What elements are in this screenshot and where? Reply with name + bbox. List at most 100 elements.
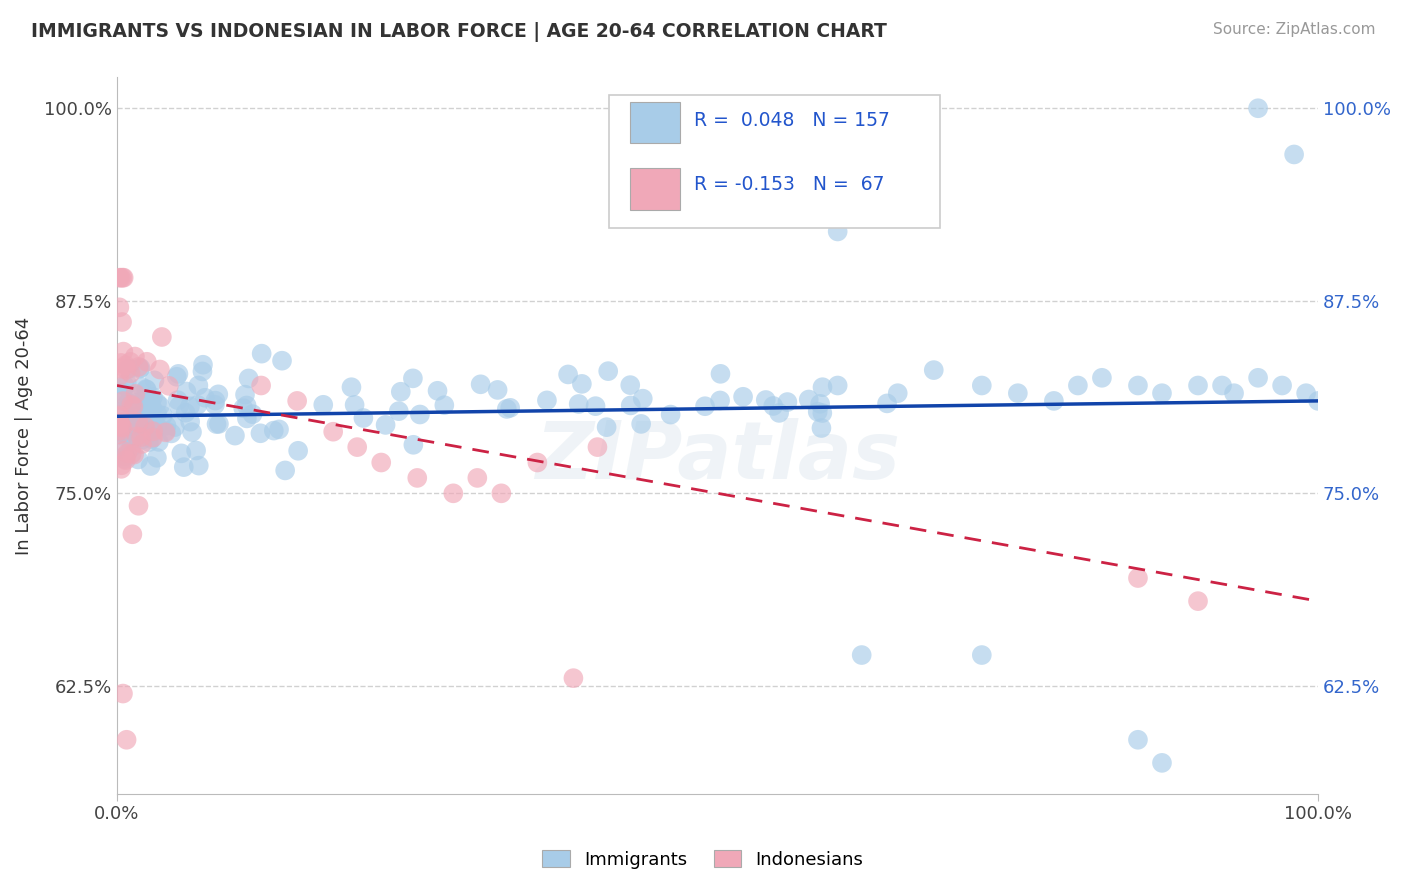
- Point: [122, 400, 145, 414]
- Point: [808, 397, 831, 411]
- Point: [811, 406, 834, 420]
- Point: [370, 456, 392, 470]
- Point: [124, 350, 146, 364]
- Point: [155, 425, 177, 440]
- Text: R =  0.048   N = 157: R = 0.048 N = 157: [693, 111, 890, 130]
- Point: [1043, 393, 1066, 408]
- Point: [194, 391, 217, 405]
- Point: [160, 426, 183, 441]
- Text: Source: ZipAtlas.com: Source: ZipAtlas.com: [1212, 22, 1375, 37]
- Point: [142, 390, 165, 404]
- Point: [111, 687, 134, 701]
- Point: [433, 398, 456, 412]
- Point: [146, 407, 169, 421]
- Point: [271, 353, 294, 368]
- Point: [389, 384, 412, 399]
- Point: [1126, 732, 1149, 747]
- Point: [922, 363, 945, 377]
- Point: [125, 388, 148, 402]
- Point: [1150, 756, 1173, 770]
- Point: [121, 447, 143, 461]
- Point: [191, 364, 214, 378]
- Point: [111, 385, 134, 400]
- Point: [224, 428, 246, 442]
- Point: [1126, 378, 1149, 392]
- Point: [441, 486, 464, 500]
- Y-axis label: In Labor Force | Age 20-64: In Labor Force | Age 20-64: [15, 317, 32, 555]
- Point: [179, 415, 201, 429]
- Point: [108, 416, 131, 430]
- Point: [709, 367, 731, 381]
- Point: [139, 392, 162, 406]
- Point: [146, 450, 169, 465]
- Point: [139, 405, 162, 419]
- Point: [141, 432, 163, 446]
- Point: [117, 396, 139, 410]
- Point: [876, 396, 898, 410]
- Point: [108, 409, 131, 423]
- Point: [776, 395, 799, 409]
- Point: [250, 346, 273, 360]
- Point: [146, 419, 169, 434]
- Point: [110, 270, 132, 285]
- Point: [124, 387, 146, 401]
- Point: [114, 379, 136, 393]
- Point: [108, 301, 131, 315]
- Point: [118, 428, 141, 442]
- Point: [208, 417, 231, 431]
- Point: [1150, 386, 1173, 401]
- Point: [111, 415, 134, 429]
- Point: [388, 404, 411, 418]
- Point: [797, 392, 820, 407]
- Point: [138, 410, 160, 425]
- Point: [499, 401, 522, 415]
- Point: [733, 390, 755, 404]
- Point: [120, 441, 142, 455]
- Point: [486, 383, 509, 397]
- Point: [630, 417, 652, 431]
- Text: ZIPatlas: ZIPatlas: [536, 418, 900, 496]
- Point: [755, 392, 778, 407]
- Point: [108, 427, 131, 442]
- Point: [125, 429, 148, 443]
- Point: [1247, 101, 1270, 115]
- Point: [340, 380, 363, 394]
- Point: [762, 399, 785, 413]
- Point: [187, 378, 209, 392]
- Point: [115, 446, 138, 460]
- Point: [187, 458, 209, 473]
- Text: R = -0.153   N =  67: R = -0.153 N = 67: [693, 176, 884, 194]
- Point: [120, 367, 142, 381]
- Point: [124, 421, 146, 435]
- Point: [205, 417, 228, 431]
- Point: [114, 450, 136, 464]
- Point: [139, 396, 162, 410]
- Point: [491, 486, 513, 500]
- Point: [110, 417, 132, 431]
- Point: [110, 356, 132, 370]
- Point: [176, 384, 198, 399]
- Point: [312, 398, 335, 412]
- Point: [120, 398, 142, 412]
- Point: [138, 435, 160, 450]
- Point: [108, 369, 131, 384]
- Point: [1295, 386, 1317, 401]
- Point: [236, 411, 259, 425]
- Point: [263, 424, 285, 438]
- Point: [1211, 378, 1233, 392]
- Point: [128, 359, 150, 374]
- Point: [142, 422, 165, 436]
- Point: [807, 405, 830, 419]
- Point: [108, 270, 131, 285]
- Point: [127, 416, 149, 430]
- Point: [1007, 386, 1029, 401]
- Point: [250, 378, 273, 392]
- Point: [129, 430, 152, 444]
- Point: [1223, 386, 1246, 401]
- Point: [495, 401, 517, 416]
- Point: [970, 648, 993, 662]
- Point: [1187, 378, 1209, 392]
- FancyBboxPatch shape: [630, 169, 681, 210]
- Point: [768, 406, 790, 420]
- Point: [120, 434, 142, 448]
